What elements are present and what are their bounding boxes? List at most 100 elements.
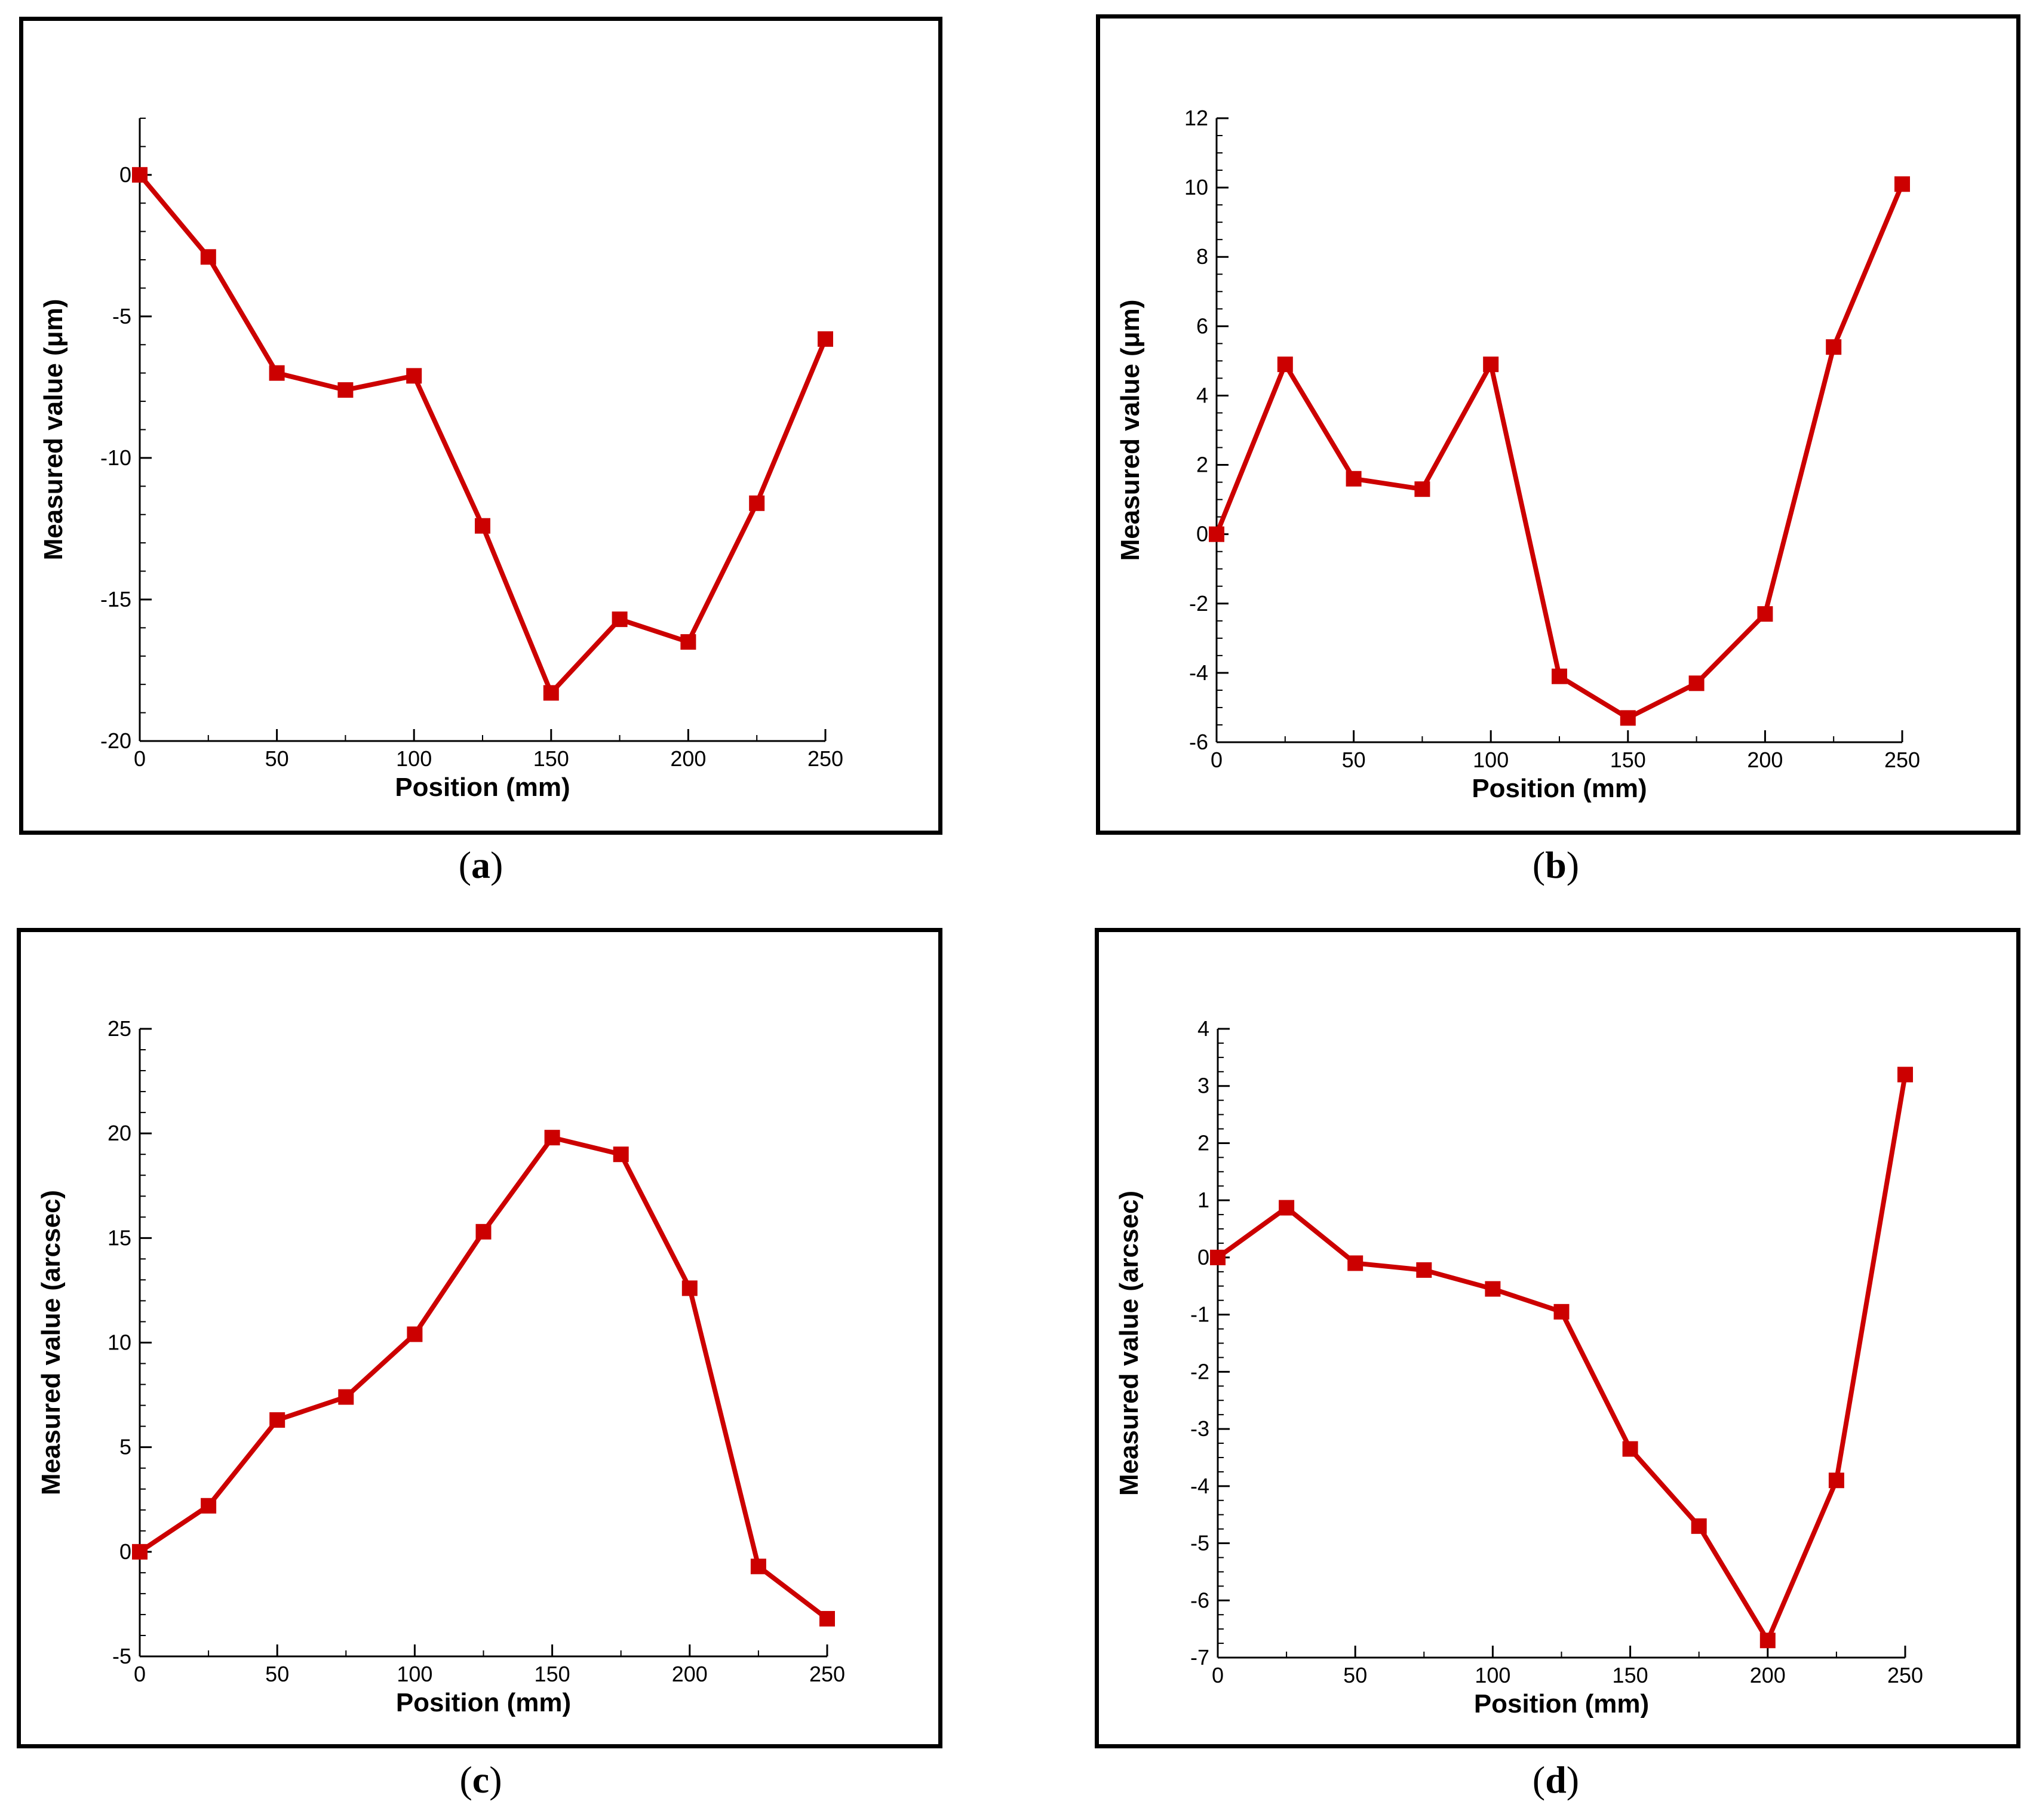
y-tick-label: -5	[1190, 1531, 1209, 1555]
y-tick-label: -4	[1190, 1474, 1209, 1498]
data-point-marker	[1897, 1066, 1913, 1083]
data-point-marker	[1279, 1200, 1295, 1216]
y-tick-label: -15	[100, 587, 131, 611]
x-tick-label: 50	[265, 1662, 289, 1686]
data-point-marker	[132, 167, 148, 183]
data-point-marker	[818, 331, 833, 347]
y-tick-label: 0	[1197, 1245, 1209, 1269]
y-axis-label: Measured value (arcsec)	[36, 1190, 66, 1495]
x-tick-label: 50	[1342, 748, 1366, 772]
x-tick-label: 50	[1343, 1663, 1367, 1687]
x-tick-label: 200	[670, 746, 706, 771]
x-tick-label: 150	[1610, 748, 1646, 772]
x-tick-label: 150	[1613, 1663, 1648, 1687]
y-tick-label: -2	[1189, 591, 1208, 616]
x-tick-label: 200	[672, 1662, 708, 1686]
y-tick-label: 3	[1197, 1074, 1209, 1098]
y-tick-label: 12	[1184, 106, 1208, 130]
x-tick-label: 250	[1884, 748, 1920, 772]
y-tick-label: 2	[1196, 453, 1208, 477]
x-tick-label: 0	[1212, 1663, 1224, 1687]
data-point-marker	[1688, 675, 1705, 691]
data-point-marker	[337, 382, 354, 398]
chart-plot: 0 50 100 150 200 250 -20 -15 -10 -5 0 Position (mm)…	[39, 118, 843, 802]
x-tick-label: 150	[535, 1662, 570, 1686]
y-tick-label: 4	[1196, 383, 1208, 407]
y-tick-label: 6	[1196, 313, 1208, 338]
data-point-marker	[132, 1544, 148, 1560]
y-tick-label: 1	[1197, 1188, 1209, 1212]
y-tick-label: 0	[1196, 522, 1208, 546]
data-point-marker	[1416, 1262, 1432, 1278]
data-point-marker	[1485, 1281, 1501, 1297]
chart-frame	[1095, 928, 2020, 1748]
data-point-marker	[475, 1223, 492, 1240]
x-axis-label: Position (mm)	[396, 1688, 571, 1717]
x-tick-label: 200	[1750, 1663, 1786, 1687]
data-point-marker	[338, 1389, 354, 1405]
data-point-marker	[680, 634, 696, 650]
data-point-marker	[1414, 481, 1430, 497]
y-axis-label: Measured value (μm)	[39, 299, 68, 561]
y-tick-label: 15	[108, 1225, 131, 1250]
y-tick-label: -3	[1190, 1416, 1209, 1441]
chart-caption-c: (c)	[459, 1758, 502, 1801]
y-tick-label: -7	[1190, 1645, 1209, 1670]
data-point-marker	[613, 1146, 629, 1163]
x-tick-label: 150	[533, 746, 569, 771]
y-tick-label: -6	[1189, 730, 1208, 754]
chart-frame	[17, 928, 942, 1748]
data-point-marker	[200, 249, 216, 265]
data-point-marker	[1828, 1472, 1844, 1489]
series-line	[1216, 1074, 1908, 1643]
data-point-marker	[1691, 1518, 1707, 1534]
data-point-marker	[1209, 526, 1224, 542]
data-point-marker	[1553, 1303, 1570, 1320]
data-point-marker	[1759, 1633, 1776, 1649]
y-tick-label: -1	[1190, 1302, 1209, 1327]
x-tick-label: 100	[1475, 1663, 1510, 1687]
series-line	[138, 1135, 829, 1621]
series-line	[137, 173, 828, 696]
x-tick-label: 50	[265, 746, 289, 771]
data-point-marker	[1826, 339, 1842, 355]
x-axis-label: Position (mm)	[395, 773, 570, 802]
x-tick-label: 250	[809, 1662, 845, 1686]
y-tick-label: -6	[1190, 1588, 1209, 1612]
data-point-marker	[750, 1558, 766, 1575]
chart-caption-d: (d)	[1532, 1758, 1580, 1801]
data-point-marker	[681, 1280, 698, 1296]
data-point-marker	[407, 1326, 423, 1342]
x-axis-label: Position (mm)	[1472, 774, 1647, 803]
data-point-marker	[1552, 668, 1567, 684]
y-tick-label: -10	[100, 445, 131, 470]
data-point-marker	[201, 1498, 217, 1514]
data-point-marker	[544, 1130, 560, 1146]
x-tick-label: 100	[1473, 748, 1509, 772]
y-tick-label: 20	[108, 1121, 131, 1145]
x-tick-label: 0	[134, 746, 146, 771]
chart-frame	[1096, 14, 2020, 835]
data-point-marker	[1210, 1249, 1226, 1265]
x-tick-label: 250	[1887, 1663, 1923, 1687]
x-tick-label: 100	[397, 1662, 432, 1686]
y-axis-label: Measured value (arcsec)	[1114, 1191, 1144, 1496]
chart-plot: 0 50 100 150 200 250 -6 -4 -2 0 2 4 6 8 10 12 Position (…	[1116, 106, 1920, 803]
y-tick-label: 10	[1184, 175, 1208, 199]
data-point-marker	[1347, 1255, 1363, 1271]
x-tick-label: 0	[134, 1662, 146, 1686]
data-point-marker	[1620, 710, 1636, 726]
x-tick-label: 250	[807, 746, 843, 771]
y-tick-label: 5	[119, 1435, 131, 1459]
y-tick-label: -5	[112, 1644, 131, 1668]
data-point-marker	[1277, 356, 1293, 373]
x-tick-label: 100	[396, 746, 432, 771]
y-tick-label: 0	[119, 162, 131, 187]
data-point-marker	[749, 495, 765, 511]
data-point-marker	[1483, 356, 1499, 373]
chart-caption-b: (b)	[1532, 844, 1580, 886]
y-tick-label: 0	[119, 1539, 131, 1564]
y-tick-label: 2	[1197, 1130, 1209, 1155]
x-axis-label: Position (mm)	[1474, 1689, 1649, 1718]
